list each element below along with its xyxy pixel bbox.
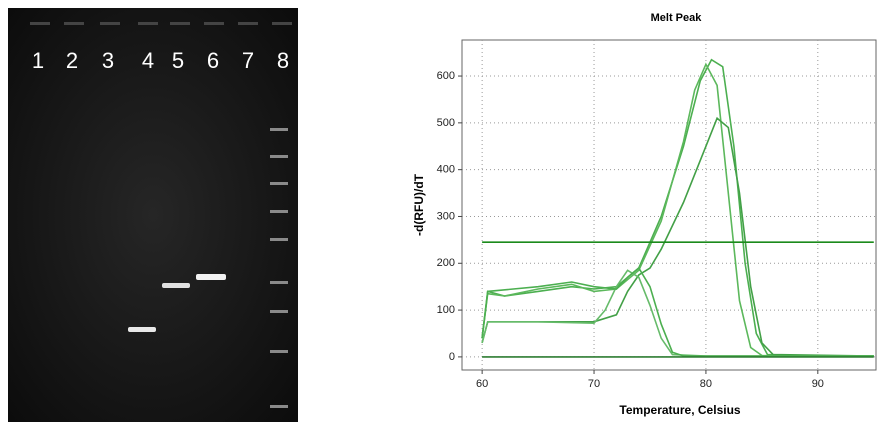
ladder xyxy=(270,128,288,408)
melt-curve xyxy=(481,266,874,357)
y-tick-label: 300 xyxy=(437,210,455,222)
x-tick-label: 90 xyxy=(812,378,824,390)
lane-label: 3 xyxy=(102,48,114,73)
lane-label: 1 xyxy=(32,48,44,73)
x-tick-label: 80 xyxy=(700,378,712,390)
y-tick-label: 200 xyxy=(437,257,455,269)
chart-title: Melt Peak xyxy=(651,12,703,24)
y-tick-label: 600 xyxy=(437,70,455,82)
lane-label: 5 xyxy=(172,48,184,73)
lane-label: 8 xyxy=(277,48,289,73)
x-tick-label: 60 xyxy=(476,378,488,390)
y-tick-label: 0 xyxy=(449,351,455,363)
bands xyxy=(128,274,226,332)
plot-area xyxy=(461,39,877,371)
wells xyxy=(30,22,292,25)
plot: 0 100 200 300 400 500 600 60 70 80 90 xyxy=(437,40,876,390)
lane-label: 4 xyxy=(142,48,154,73)
lane-label: 7 xyxy=(242,48,254,73)
y-tick-label: 500 xyxy=(437,117,455,129)
melt-curve xyxy=(481,58,874,357)
y-axis-label: -d(RFU)/dT xyxy=(412,173,426,236)
lane-label: 6 xyxy=(207,48,219,73)
melt-curve xyxy=(481,269,874,357)
lane-label: 2 xyxy=(66,48,78,73)
gel-background xyxy=(8,8,298,422)
x-tick-label: 70 xyxy=(588,378,600,390)
x-axis-label: Temperature, Celsius xyxy=(619,403,740,417)
y-tick-label: 100 xyxy=(437,304,455,316)
melt-curve xyxy=(481,116,874,357)
melt-curve xyxy=(481,62,874,357)
y-tick-label: 400 xyxy=(437,164,455,176)
